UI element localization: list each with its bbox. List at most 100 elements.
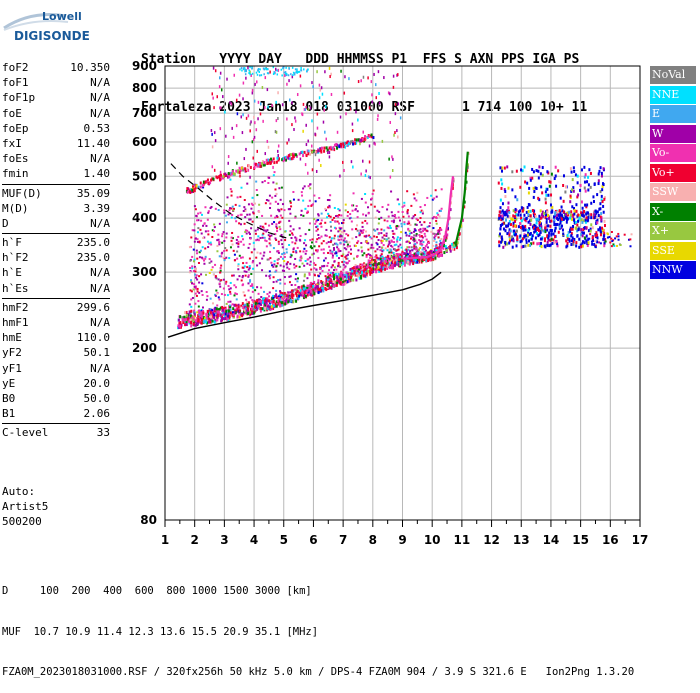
echo-point [194, 267, 197, 270]
echo-point [194, 323, 197, 327]
echo-point [411, 249, 414, 252]
echo-point [346, 214, 349, 217]
echo-point [335, 242, 338, 245]
echo-point [310, 289, 313, 293]
echo-point [296, 280, 299, 283]
echo-point [379, 261, 382, 264]
echo-point [291, 101, 293, 105]
echo-point [583, 180, 586, 184]
echo-point [212, 273, 215, 276]
echo-point [419, 228, 422, 231]
echo-point [198, 320, 201, 324]
echo-point [271, 296, 274, 300]
echo-point [397, 245, 400, 248]
echo-point [408, 232, 411, 235]
echo-point [412, 215, 415, 218]
echo-point [387, 256, 390, 260]
echo-point [602, 167, 605, 171]
echo-point [564, 185, 567, 189]
echo-point [354, 244, 357, 247]
echo-point [193, 205, 196, 208]
echo-point [181, 318, 184, 322]
echo-point [272, 294, 275, 298]
echo-point [351, 139, 354, 143]
echo-point [595, 233, 598, 236]
legend-item: X- [650, 202, 696, 221]
echo-point [210, 243, 213, 246]
echo-point [293, 153, 296, 157]
echo-point [270, 261, 273, 264]
echo-point [381, 239, 384, 242]
echo-point [391, 245, 394, 248]
echo-point [369, 265, 372, 269]
echo-point [594, 244, 597, 247]
echo-point [386, 226, 389, 229]
echo-point [535, 217, 538, 221]
param-row: fmin 1.40 [2, 166, 110, 181]
echo-point [340, 227, 343, 230]
echo-point [320, 285, 323, 288]
echo-point [246, 303, 249, 307]
echo-point [197, 212, 200, 215]
echo-point [401, 205, 404, 208]
echo-point [236, 309, 239, 313]
echo-point [562, 174, 565, 178]
echo-point [316, 70, 318, 74]
echo-point [419, 206, 422, 209]
echo-point [509, 223, 512, 227]
echo-point [353, 266, 356, 270]
echo-point [178, 325, 181, 329]
echo-point [592, 238, 595, 242]
echo-point [512, 221, 515, 225]
echo-point [351, 204, 354, 207]
echo-point [249, 122, 252, 126]
echo-point [262, 232, 265, 235]
echo-point [560, 213, 563, 217]
echo-point [400, 261, 403, 265]
echo-point [413, 234, 416, 237]
echo-point [288, 208, 291, 211]
echo-point [371, 100, 373, 104]
param-value: 299.6 [76, 300, 110, 314]
param-key: fmin [2, 167, 29, 181]
echo-point [514, 195, 517, 199]
echo-point [349, 107, 352, 111]
echo-point [362, 159, 364, 163]
echo-point [440, 188, 443, 191]
echo-point [306, 277, 309, 280]
echo-point [364, 174, 367, 178]
echo-point [290, 153, 293, 157]
echo-point [185, 310, 188, 314]
echo-point [539, 209, 542, 213]
echo-point [186, 190, 189, 194]
echo-point [278, 187, 281, 190]
echo-point [320, 282, 323, 285]
echo-point [204, 257, 207, 260]
echo-point [202, 180, 205, 184]
echo-point [603, 219, 606, 223]
echo-point [257, 68, 260, 71]
echo-point [548, 231, 551, 235]
echo-point [514, 207, 517, 211]
echo-point [362, 229, 365, 232]
echo-point [594, 209, 597, 213]
echo-point [288, 219, 291, 222]
echo-point [519, 209, 522, 213]
echo-point [514, 224, 517, 228]
echo-point [220, 264, 223, 267]
echo-point [571, 217, 574, 221]
echo-point [257, 239, 260, 242]
echo-point [602, 210, 605, 214]
echo-point [587, 213, 590, 217]
echo-point [525, 217, 528, 221]
echo-point [229, 308, 232, 312]
echo-point [258, 302, 261, 305]
echo-point [342, 142, 345, 146]
echo-point [543, 244, 546, 248]
echo-point [500, 235, 503, 239]
echo-point [196, 252, 199, 255]
echo-point [337, 208, 340, 211]
echo-point [188, 271, 191, 274]
echo-point [227, 213, 230, 216]
echo-point [277, 144, 280, 148]
